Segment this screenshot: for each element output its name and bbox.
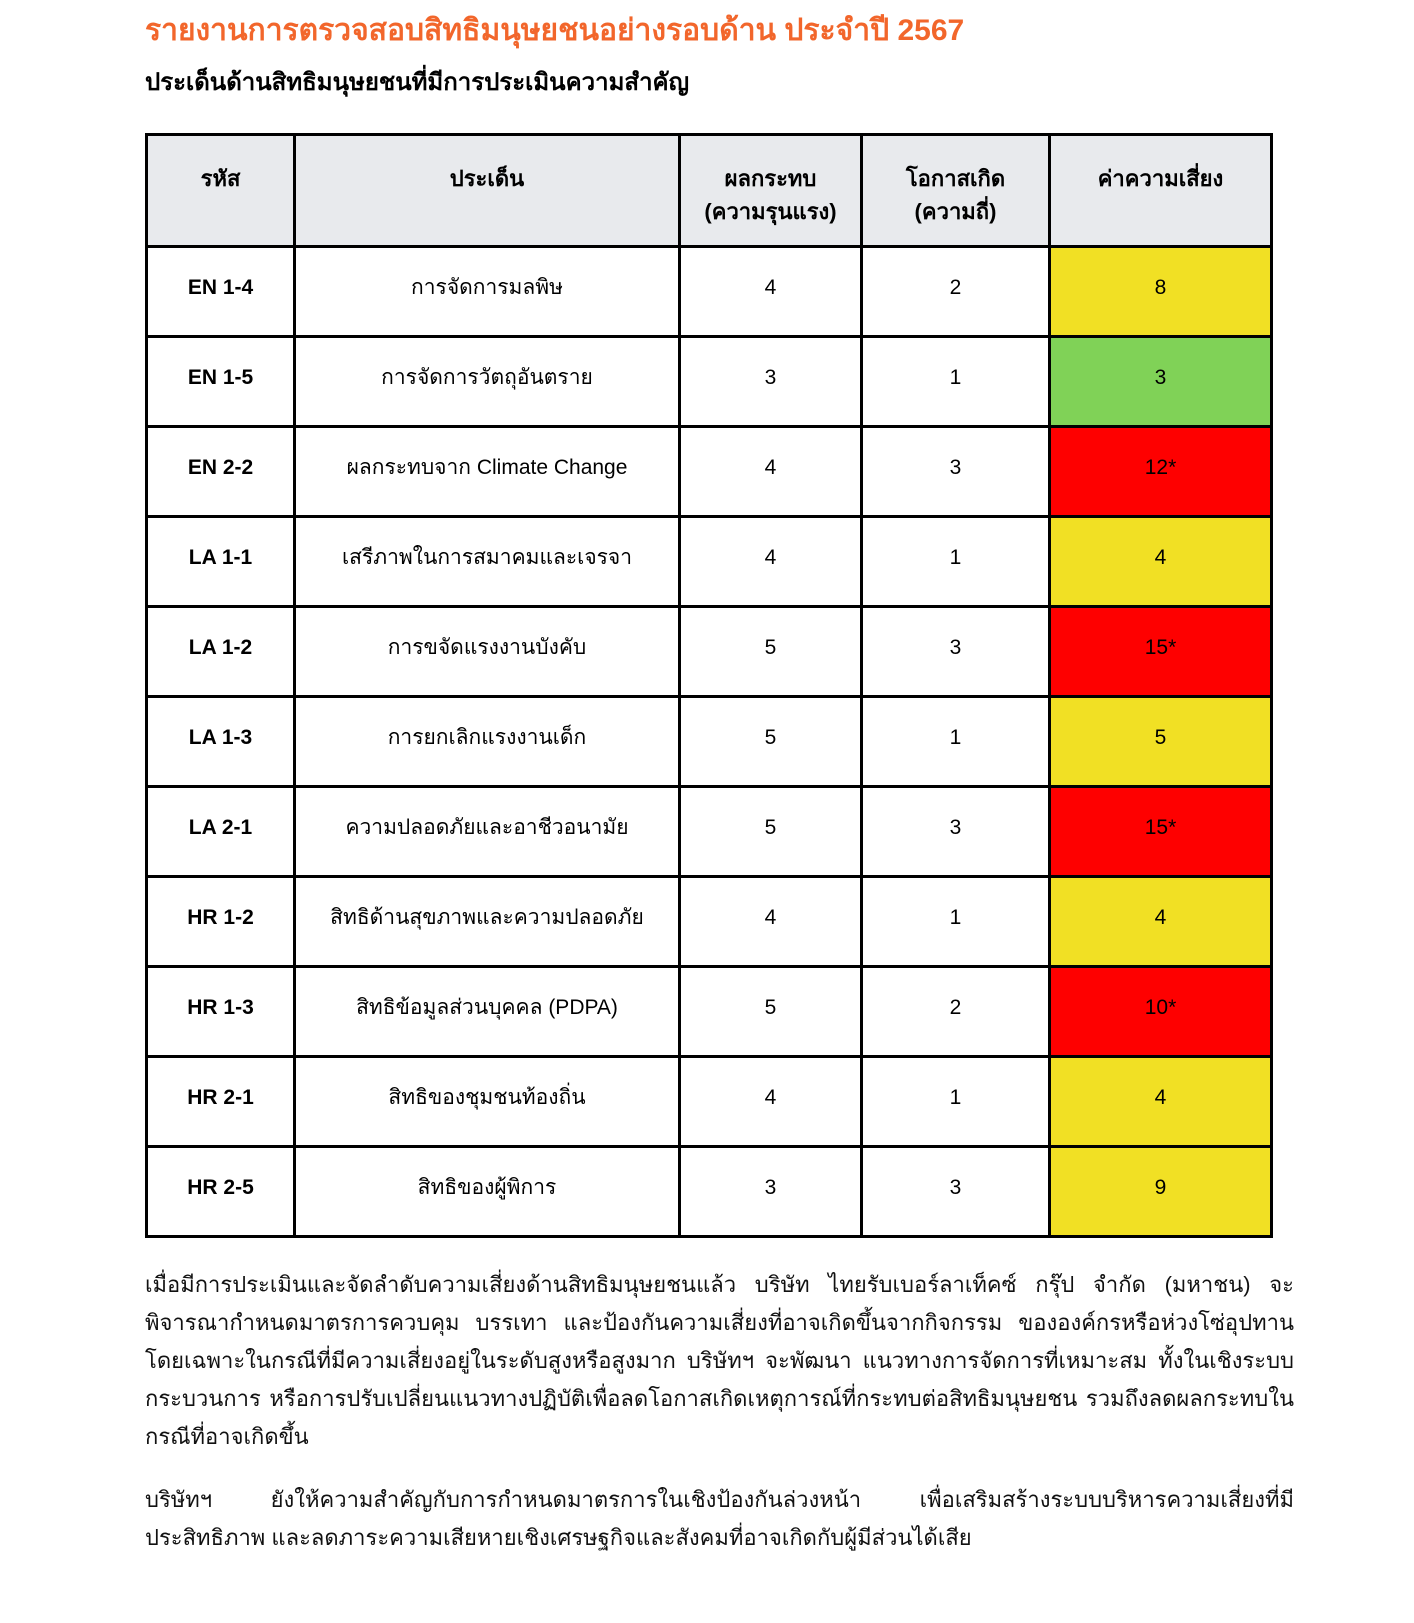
likelihood-cell: 3 (860, 1145, 1051, 1239)
likelihood-cell: 1 (860, 695, 1051, 789)
code-cell: HR 1-2 (145, 875, 296, 969)
code-cell: LA 2-1 (145, 785, 296, 879)
likelihood-cell: 3 (860, 785, 1051, 879)
issue-cell: การจัดการมลพิษ (293, 245, 681, 339)
prevention-paragraph: บริษัทฯ ยังให้ความสำคัญกับการกำหนดมาตรกา… (145, 1487, 1294, 1551)
risk-table-body: EN 1-4 การจัดการมลพิษ 4 2 8 EN 1-5 การจัดการวั… (145, 245, 1273, 1239)
likelihood-cell: 1 (860, 1055, 1051, 1149)
body-text-section: เมื่อมีการประเมินและจัดลำดับความเสี่ยงด้… (145, 1266, 1294, 1557)
col-header-code: รหัส (145, 133, 296, 249)
table-row: HR 2-5 สิทธิของผู้พิการ 3 3 9 (145, 1145, 1273, 1239)
impact-cell: 5 (678, 785, 863, 879)
table-row: EN 2-2 ผลกระทบจาก Climate Change 4 3 12* (145, 425, 1273, 519)
risk-cell: 4 (1048, 875, 1273, 969)
col-header-likelihood: โอกาสเกิด (ความถี่) (860, 133, 1051, 249)
likelihood-cell: 2 (860, 965, 1051, 1059)
page-title: รายงานการตรวจสอบสิทธิมนุษยชนอย่างรอบด้าน… (145, 14, 965, 47)
risk-assessment-table: รหัส ประเด็น ผลกระทบ (ความรุนแรง) โอกาสเ… (145, 133, 1273, 1239)
col-header-impact: ผลกระทบ (ความรุนแรง) (678, 133, 863, 249)
risk-cell: 15* (1048, 605, 1273, 699)
issue-cell: สิทธิของชุมชนท้องถิ่น (293, 1055, 681, 1149)
issue-cell: สิทธิด้านสุขภาพและความปลอดภัย (293, 875, 681, 969)
code-cell: LA 1-2 (145, 605, 296, 699)
code-cell: LA 1-1 (145, 515, 296, 609)
likelihood-cell: 3 (860, 425, 1051, 519)
risk-cell: 4 (1048, 1055, 1273, 1149)
risk-cell: 4 (1048, 515, 1273, 609)
page-subtitle: ประเด็นด้านสิทธิมนุษยชนที่มีการประเมินคว… (145, 68, 690, 96)
table-row: LA 2-1 ความปลอดภัยและอาชีวอนามัย 5 3 15* (145, 785, 1273, 879)
issue-cell: เสรีภาพในการสมาคมและเจรจา (293, 515, 681, 609)
likelihood-cell: 3 (860, 605, 1051, 699)
impact-cell: 5 (678, 695, 863, 789)
issue-cell: การจัดการวัตถุอันตราย (293, 335, 681, 429)
code-cell: HR 2-1 (145, 1055, 296, 1149)
code-cell: LA 1-3 (145, 695, 296, 789)
table-row: LA 1-2 การขจัดแรงงานบังคับ 5 3 15* (145, 605, 1273, 699)
table-row: EN 1-5 การจัดการวัตถุอันตราย 3 1 3 (145, 335, 1273, 429)
impact-cell: 5 (678, 605, 863, 699)
likelihood-cell: 1 (860, 875, 1051, 969)
table-row: LA 1-1 เสรีภาพในการสมาคมและเจรจา 4 1 4 (145, 515, 1273, 609)
issue-cell: สิทธิข้อมูลส่วนบุคคล (PDPA) (293, 965, 681, 1059)
risk-cell: 10* (1048, 965, 1273, 1059)
issue-cell: การขจัดแรงงานบังคับ (293, 605, 681, 699)
table-row: HR 2-1 สิทธิของชุมชนท้องถิ่น 4 1 4 (145, 1055, 1273, 1149)
code-cell: EN 1-4 (145, 245, 296, 339)
col-header-issue: ประเด็น (293, 133, 681, 249)
mitigation-paragraph: เมื่อมีการประเมินและจัดลำดับความเสี่ยงด้… (145, 1272, 1294, 1449)
impact-cell: 4 (678, 425, 863, 519)
impact-cell: 4 (678, 875, 863, 969)
issue-cell: การยกเลิกแรงงานเด็ก (293, 695, 681, 789)
col-header-risk: ค่าความเสี่ยง (1048, 133, 1273, 249)
table-row: LA 1-3 การยกเลิกแรงงานเด็ก 5 1 5 (145, 695, 1273, 789)
risk-cell: 3 (1048, 335, 1273, 429)
table-row: EN 1-4 การจัดการมลพิษ 4 2 8 (145, 245, 1273, 339)
impact-cell: 5 (678, 965, 863, 1059)
impact-cell: 4 (678, 515, 863, 609)
likelihood-cell: 2 (860, 245, 1051, 339)
issue-cell: สิทธิของผู้พิการ (293, 1145, 681, 1239)
risk-cell: 9 (1048, 1145, 1273, 1239)
risk-cell: 12* (1048, 425, 1273, 519)
issue-cell: ผลกระทบจาก Climate Change (293, 425, 681, 519)
table-row: HR 1-2 สิทธิด้านสุขภาพและความปลอดภัย 4 1 4 (145, 875, 1273, 969)
code-cell: EN 2-2 (145, 425, 296, 519)
issue-cell: ความปลอดภัยและอาชีวอนามัย (293, 785, 681, 879)
table-header-row: รหัส ประเด็น ผลกระทบ (ความรุนแรง) โอกาสเ… (145, 133, 1273, 249)
risk-cell: 15* (1048, 785, 1273, 879)
code-cell: HR 1-3 (145, 965, 296, 1059)
risk-cell: 8 (1048, 245, 1273, 339)
impact-cell: 3 (678, 1145, 863, 1239)
impact-cell: 3 (678, 335, 863, 429)
code-cell: HR 2-5 (145, 1145, 296, 1239)
table-row: HR 1-3 สิทธิข้อมูลส่วนบุคคล (PDPA) 5 2 10* (145, 965, 1273, 1059)
likelihood-cell: 1 (860, 515, 1051, 609)
risk-cell: 5 (1048, 695, 1273, 789)
impact-cell: 4 (678, 245, 863, 339)
code-cell: EN 1-5 (145, 335, 296, 429)
likelihood-cell: 1 (860, 335, 1051, 429)
impact-cell: 4 (678, 1055, 863, 1149)
